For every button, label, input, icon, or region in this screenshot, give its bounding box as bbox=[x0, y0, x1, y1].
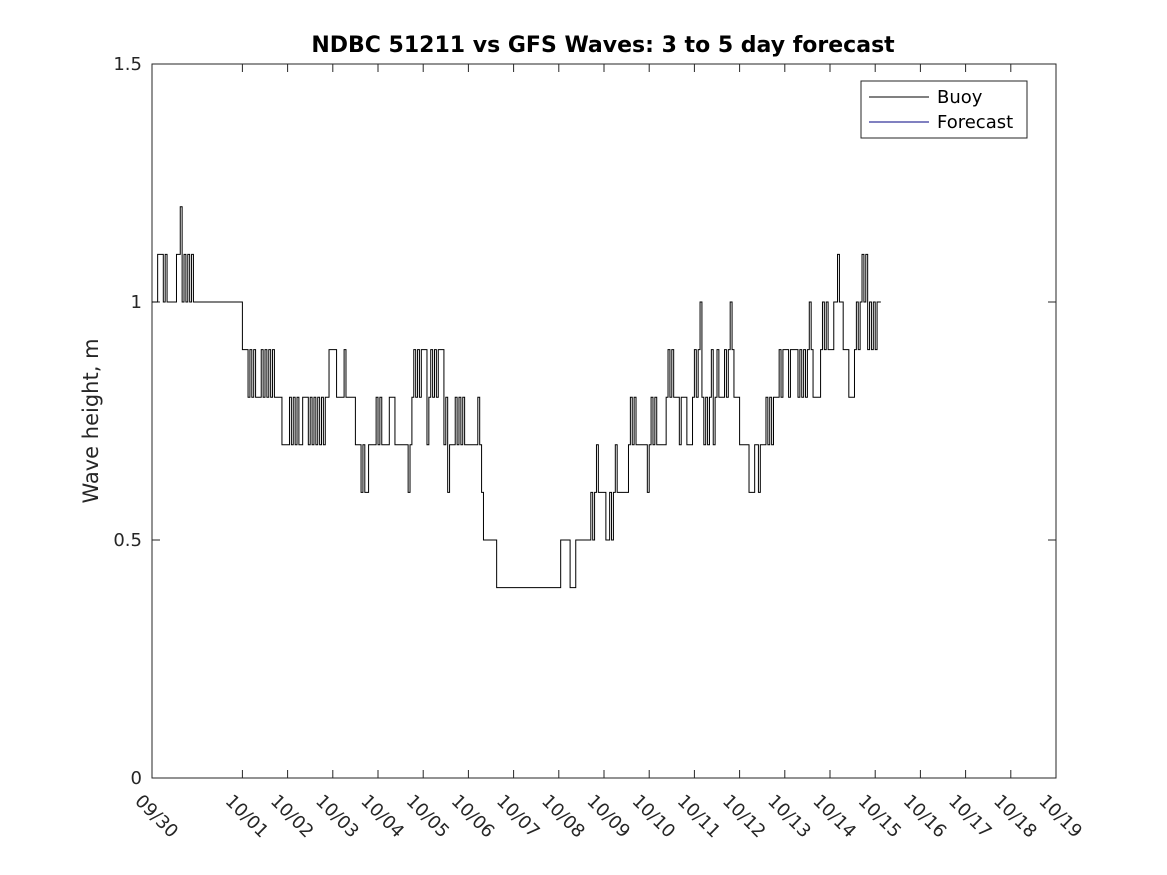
chart-title: NDBC 51211 vs GFS Waves: 3 to 5 day fore… bbox=[311, 33, 895, 58]
x-tick-label: 10/08 bbox=[537, 791, 589, 843]
legend-label-buoy: Buoy bbox=[937, 87, 983, 108]
x-tick-label: 10/09 bbox=[582, 791, 634, 843]
plot-frame bbox=[151, 63, 1057, 779]
y-tick-label: 0.5 bbox=[113, 530, 142, 551]
x-tick-label: 10/15 bbox=[854, 791, 906, 843]
x-tick-label: 10/11 bbox=[673, 791, 725, 843]
x-tick-label: 09/30 bbox=[130, 791, 182, 843]
legend-label-forecast: Forecast bbox=[937, 112, 1013, 133]
x-tick-label: 10/17 bbox=[944, 791, 996, 843]
chart-legend: Buoy Forecast bbox=[860, 80, 1028, 139]
x-tick-label: 10/12 bbox=[718, 791, 770, 843]
x-tick-label: 10/06 bbox=[447, 791, 499, 843]
plot-area: 00.511.5 09/30 10/0110/0210/0310/0410/051… bbox=[113, 54, 1086, 842]
x-tick-label: 10/02 bbox=[266, 791, 318, 843]
series-line-buoy bbox=[152, 206, 881, 589]
x-tick-label: 10/13 bbox=[763, 791, 815, 843]
x-tick-label: 10/10 bbox=[628, 791, 680, 843]
x-tick-label: 10/03 bbox=[311, 791, 363, 843]
y-tick-label: 1.5 bbox=[113, 54, 142, 75]
x-tick-label: 10/01 bbox=[221, 791, 273, 843]
x-tick-label: 10/07 bbox=[492, 791, 544, 843]
y-tick-label: 0 bbox=[131, 768, 142, 789]
x-tick-label: 10/18 bbox=[989, 791, 1041, 843]
y-tick-label: 1 bbox=[131, 292, 142, 313]
y-axis-label: Wave height, m bbox=[79, 338, 103, 503]
y-axis-ticks: 0 0.5 1 1.5 bbox=[113, 54, 1056, 789]
x-tick-label: 10/05 bbox=[402, 791, 454, 843]
x-tick-label: 10/14 bbox=[808, 791, 860, 843]
series-layer bbox=[152, 206, 881, 589]
x-tick-label: 10/19 bbox=[1034, 791, 1086, 843]
legend-box bbox=[860, 80, 1028, 139]
x-tick-label: 10/16 bbox=[899, 791, 951, 843]
x-tick-label: 10/04 bbox=[356, 791, 408, 843]
